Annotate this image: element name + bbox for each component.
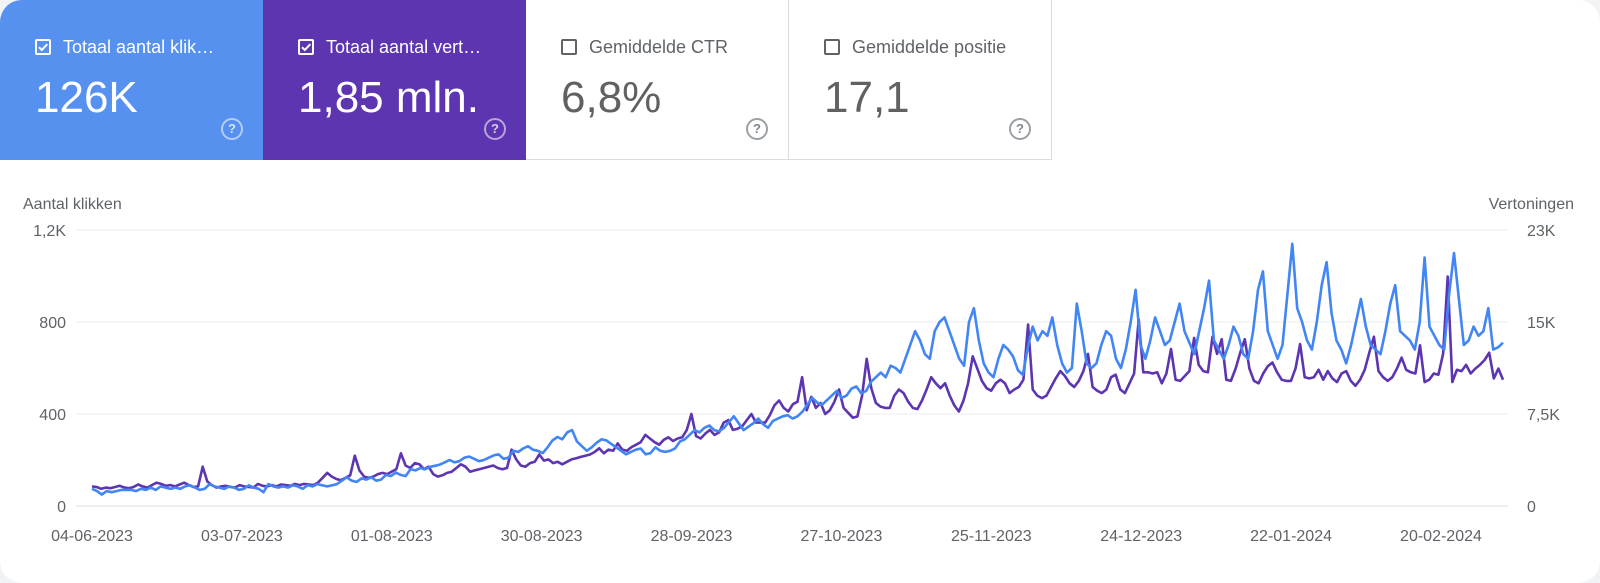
x-tick-label: 25-11-2023	[951, 528, 1032, 545]
metric-card-clicks[interactable]: Totaal aantal klik… 126K ?	[0, 0, 263, 160]
y-tick-label-right: 23K	[1527, 223, 1556, 240]
y-tick-label-left: 400	[39, 407, 66, 424]
metric-value: 6,8%	[561, 73, 662, 122]
metric-label: Gemiddelde CTR	[589, 36, 729, 57]
metric-card-impressions[interactable]: Totaal aantal vert… 1,85 mln. ?	[263, 0, 526, 160]
y-tick-label-right: 15K	[1527, 315, 1556, 332]
y-tick-label-left: 0	[57, 499, 66, 516]
x-tick-label: 01-08-2023	[351, 528, 433, 545]
y-tick-label-right: 0	[1527, 499, 1536, 516]
x-tick-label: 22-01-2024	[1250, 528, 1332, 545]
metric-card-header: Gemiddelde positie	[824, 36, 1031, 58]
metric-card-header: Totaal aantal vert…	[298, 36, 506, 58]
y-tick-label-left: 800	[39, 315, 66, 332]
x-tick-label: 28-09-2023	[651, 528, 733, 545]
metric-value: 1,85 mln.	[298, 73, 479, 122]
y-tick-label-right: 7,5K	[1527, 407, 1560, 424]
series-line-clicks	[91, 242, 1504, 496]
x-tick-label: 27-10-2023	[801, 528, 883, 545]
series-line-impressions	[91, 275, 1505, 491]
metric-value: 126K	[35, 73, 138, 122]
metric-label: Totaal aantal klik…	[63, 36, 215, 57]
checkbox-unchecked-icon[interactable]	[824, 39, 840, 55]
x-tick-label: 20-02-2024	[1400, 528, 1482, 545]
help-icon[interactable]: ?	[1009, 118, 1031, 140]
y-axis-right-title: Vertoningen	[1488, 196, 1574, 213]
metric-card-header: Totaal aantal klik…	[35, 36, 243, 58]
checkbox-unchecked-icon[interactable]	[561, 39, 577, 55]
help-icon[interactable]: ?	[484, 118, 506, 140]
metric-card-position[interactable]: Gemiddelde positie 17,1 ?	[789, 0, 1052, 160]
metric-card-ctr[interactable]: Gemiddelde CTR 6,8% ?	[526, 0, 789, 160]
x-tick-label: 30-08-2023	[501, 528, 583, 545]
x-tick-label: 04-06-2023	[51, 528, 133, 545]
metric-card-header: Gemiddelde CTR	[561, 36, 768, 58]
checkbox-checked-icon[interactable]	[298, 39, 314, 55]
metric-label: Totaal aantal vert…	[326, 36, 482, 57]
checkbox-checked-icon[interactable]	[35, 39, 51, 55]
metric-value: 17,1	[824, 73, 910, 122]
x-tick-label: 24-12-2023	[1100, 528, 1182, 545]
help-icon[interactable]: ?	[746, 118, 768, 140]
y-tick-label-left: 1,2K	[33, 223, 66, 240]
help-icon[interactable]: ?	[221, 118, 243, 140]
metric-cards: Totaal aantal klik… 126K ? Totaal aantal…	[0, 0, 1052, 160]
performance-chart[interactable]: 0 0 400 7,5K 800 15K 1,2K 23K 04-06-2023 03-07-20…	[0, 210, 1600, 550]
metric-label: Gemiddelde positie	[852, 36, 1007, 57]
x-tick-label: 03-07-2023	[201, 528, 283, 545]
y-axis-left-title: Aantal klikken	[23, 196, 122, 213]
